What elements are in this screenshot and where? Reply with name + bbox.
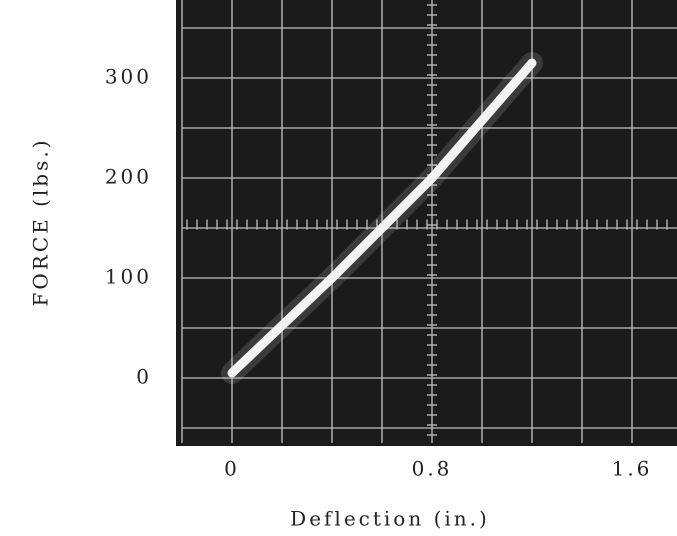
x-axis-label: Deflection (in.) — [290, 507, 490, 531]
x-tick-label: 1.6 — [612, 457, 653, 481]
y-tick-label: 0 — [136, 365, 152, 389]
y-tick-label: 200 — [105, 165, 152, 189]
y-axis-label: FORCE (lbs.) — [29, 137, 53, 306]
x-tick-label: 0 — [224, 457, 240, 481]
y-tick-label: 300 — [105, 65, 152, 89]
x-tick-label: 0.8 — [412, 457, 453, 481]
y-tick-label: 100 — [105, 265, 152, 289]
data-line — [227, 58, 537, 378]
